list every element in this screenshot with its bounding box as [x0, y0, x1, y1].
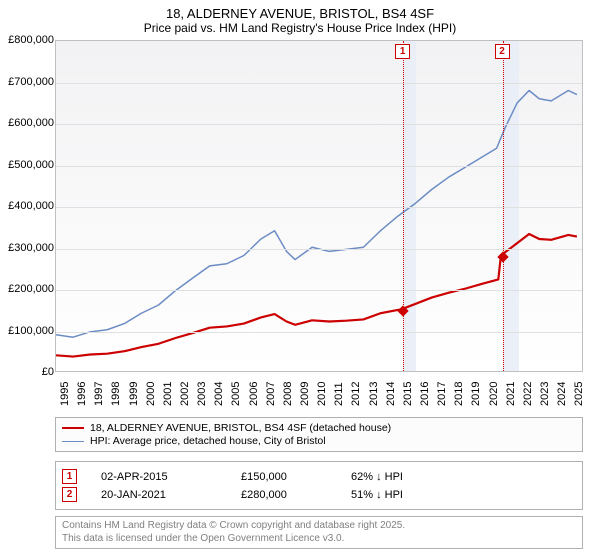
x-tick-label: 2011	[333, 382, 345, 406]
y-tick-label: £200,000	[6, 283, 54, 295]
y-tick-label: £100,000	[6, 325, 54, 337]
x-tick-label: 2008	[282, 382, 294, 406]
series-line	[56, 234, 577, 357]
legend-swatch	[62, 427, 84, 429]
x-tick-label: 1999	[128, 382, 140, 406]
table-row: 1 02-APR-2015 £150,000 62% ↓ HPI	[62, 469, 576, 484]
title-subtitle: Price paid vs. HM Land Registry's House …	[0, 21, 600, 35]
x-tick-label: 2018	[453, 382, 465, 406]
x-tick-label: 2017	[436, 382, 448, 406]
x-tick-label: 2009	[299, 382, 311, 406]
x-tick-label: 2010	[316, 382, 328, 406]
series-line	[56, 91, 577, 338]
x-tick-label: 2014	[385, 382, 397, 406]
x-tick-label: 2013	[368, 382, 380, 406]
sale-date: 02-APR-2015	[101, 471, 241, 483]
x-tick-label: 2005	[230, 382, 242, 406]
x-tick-label: 1995	[59, 382, 71, 406]
sale-price: £150,000	[241, 471, 351, 483]
x-tick-label: 2023	[539, 382, 551, 406]
sale-date: 20-JAN-2021	[101, 489, 241, 501]
sale-vs-hpi: 62% ↓ HPI	[351, 471, 461, 483]
title-address: 18, ALDERNEY AVENUE, BRISTOL, BS4 4SF	[0, 6, 600, 21]
x-tick-label: 2019	[470, 382, 482, 406]
sales-table: 1 02-APR-2015 £150,000 62% ↓ HPI 2 20-JA…	[55, 461, 583, 510]
y-tick-label: £300,000	[6, 242, 54, 254]
legend-row: HPI: Average price, detached house, City…	[62, 435, 576, 447]
credits-line: Contains HM Land Registry data © Crown c…	[62, 520, 576, 533]
x-tick-label: 2006	[248, 382, 260, 406]
sale-price: £280,000	[241, 489, 351, 501]
legend-row: 18, ALDERNEY AVENUE, BRISTOL, BS4 4SF (d…	[62, 422, 576, 434]
x-tick-label: 2012	[350, 382, 362, 406]
x-tick-label: 1997	[93, 382, 105, 406]
x-tick-label: 2002	[179, 382, 191, 406]
x-tick-label: 2022	[522, 382, 534, 406]
x-tick-label: 2015	[402, 382, 414, 406]
sale-vs-hpi: 51% ↓ HPI	[351, 489, 461, 501]
x-tick-label: 2021	[505, 382, 517, 406]
legend-swatch	[62, 441, 84, 442]
credits-box: Contains HM Land Registry data © Crown c…	[55, 516, 583, 549]
y-tick-label: £500,000	[6, 159, 54, 171]
y-tick-label: £800,000	[6, 34, 54, 46]
marker-vline	[403, 41, 404, 371]
credits-line: This data is licensed under the Open Gov…	[62, 533, 576, 546]
marker-num-box: 1	[62, 469, 77, 484]
x-tick-label: 1998	[110, 382, 122, 406]
marker-number-box: 2	[495, 44, 510, 59]
x-tick-label: 1996	[76, 382, 88, 406]
legend-label: 18, ALDERNEY AVENUE, BRISTOL, BS4 4SF (d…	[90, 422, 391, 434]
legend-box: 18, ALDERNEY AVENUE, BRISTOL, BS4 4SF (d…	[55, 417, 583, 452]
plot-area	[55, 40, 583, 372]
x-tick-label: 2000	[145, 382, 157, 406]
y-tick-label: £600,000	[6, 117, 54, 129]
y-tick-label: £0	[6, 366, 54, 378]
x-tick-label: 2025	[573, 382, 585, 406]
marker-vline	[503, 41, 504, 371]
x-tick-label: 2024	[556, 382, 568, 406]
x-tick-label: 2001	[162, 382, 174, 406]
x-tick-label: 2020	[488, 382, 500, 406]
title-block: 18, ALDERNEY AVENUE, BRISTOL, BS4 4SF Pr…	[0, 0, 600, 35]
chart-container: 18, ALDERNEY AVENUE, BRISTOL, BS4 4SF Pr…	[0, 0, 600, 560]
marker-num-box: 2	[62, 487, 77, 502]
legend-label: HPI: Average price, detached house, City…	[90, 435, 326, 447]
x-tick-label: 2003	[196, 382, 208, 406]
x-tick-label: 2016	[419, 382, 431, 406]
y-tick-label: £700,000	[6, 76, 54, 88]
table-row: 2 20-JAN-2021 £280,000 51% ↓ HPI	[62, 487, 576, 502]
marker-number-box: 1	[395, 44, 410, 59]
x-tick-label: 2007	[265, 382, 277, 406]
y-tick-label: £400,000	[6, 200, 54, 212]
x-tick-label: 2004	[213, 382, 225, 406]
